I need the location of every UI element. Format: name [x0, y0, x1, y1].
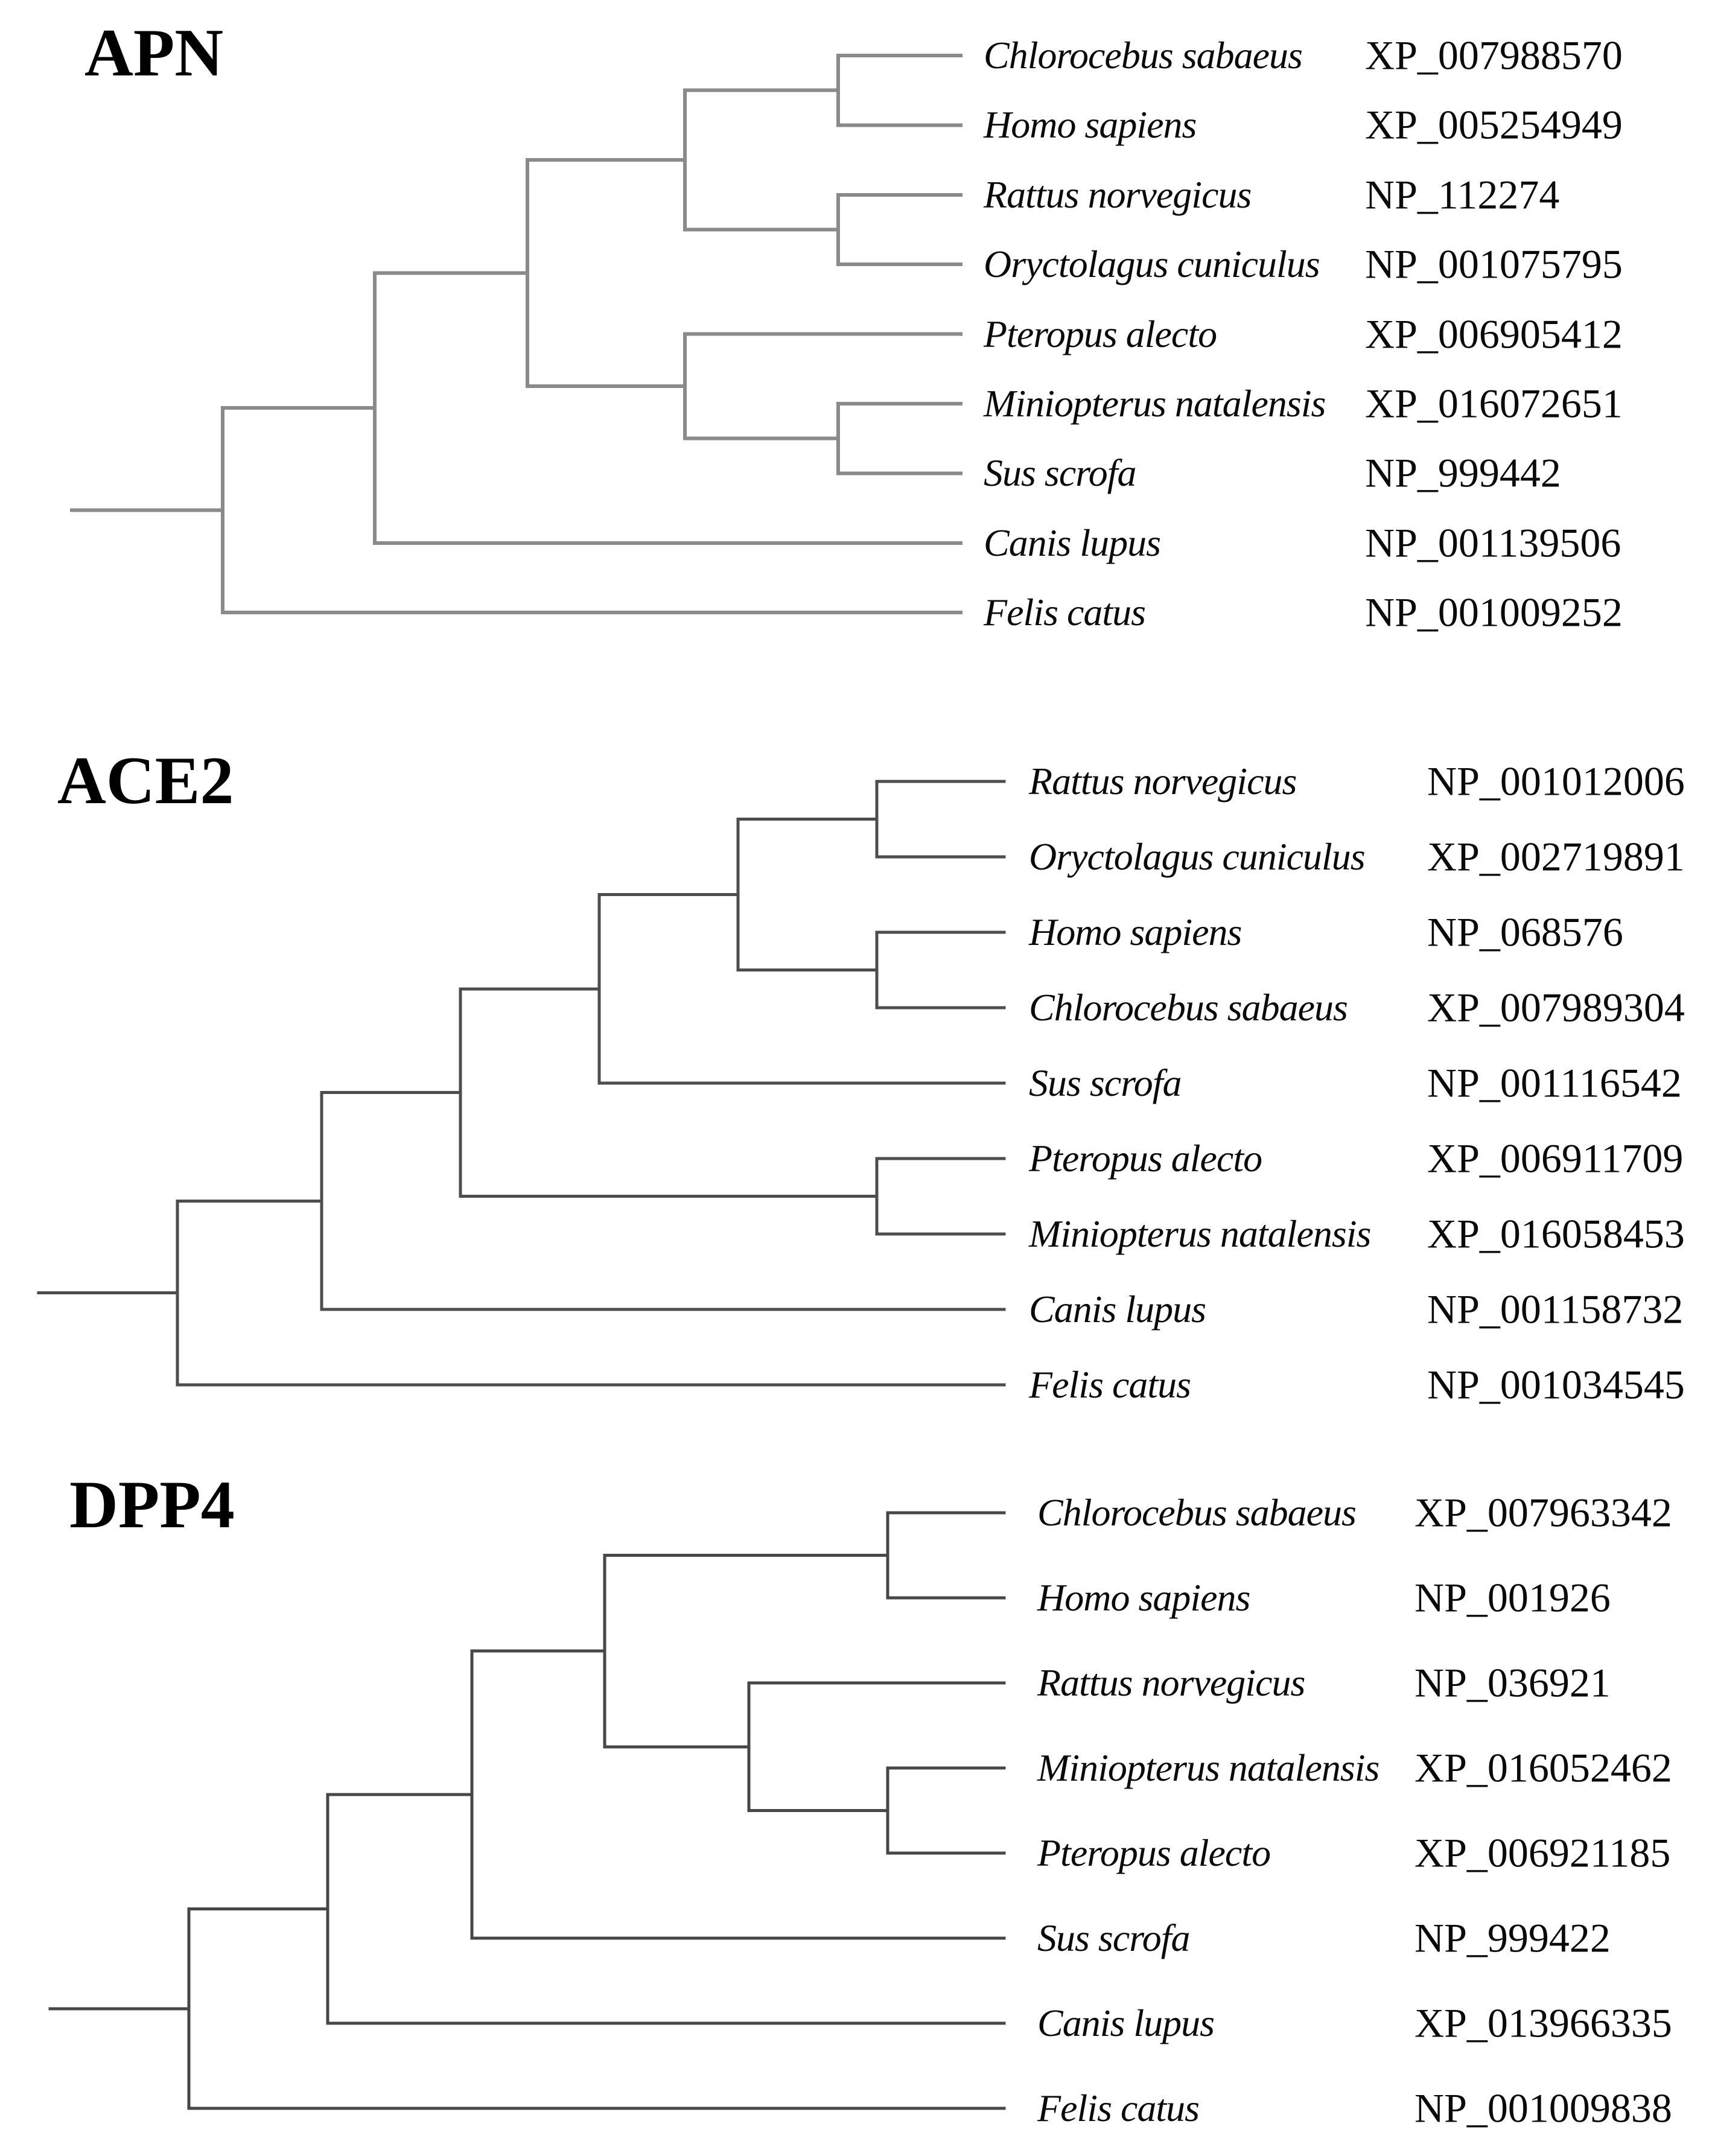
species-label-dpp4: Canis lupus [1037, 2002, 1215, 2044]
species-label-ace2: Canis lupus [1029, 1288, 1206, 1331]
accession-label-ace2: XP_007989304 [1427, 984, 1685, 1031]
species-label-apn: Rattus norvegicus [984, 173, 1252, 216]
accession-label-ace2: XP_002719891 [1427, 833, 1685, 880]
species-label-dpp4: Sus scrofa [1037, 1916, 1191, 1959]
accession-label-ace2: NP_001158732 [1427, 1286, 1684, 1332]
accession-label-apn: NP_112274 [1365, 171, 1560, 218]
species-label-ace2: Sus scrofa [1029, 1061, 1182, 1104]
accession-label-ace2: NP_001034545 [1427, 1361, 1685, 1408]
accession-label-apn: XP_007988570 [1365, 32, 1623, 78]
accession-label-ace2: XP_006911709 [1427, 1135, 1684, 1181]
species-label-apn: Sus scrofa [984, 451, 1137, 495]
species-label-ace2: Homo sapiens [1029, 911, 1242, 953]
species-label-ace2: Pteropus alecto [1029, 1137, 1262, 1180]
gene-title-ace2: ACE2 [57, 743, 234, 818]
species-label-ace2: Rattus norvegicus [1029, 760, 1297, 803]
species-label-apn: Homo sapiens [984, 103, 1197, 147]
accession-label-dpp4: XP_006921185 [1414, 1830, 1671, 1876]
ace2-tree-branches [37, 780, 1006, 1387]
species-label-dpp4: Rattus norvegicus [1037, 1661, 1305, 1704]
accession-label-ace2: NP_068576 [1427, 909, 1623, 955]
gene-title-dpp4: DPP4 [69, 1468, 235, 1542]
species-label-dpp4: Homo sapiens [1037, 1576, 1250, 1619]
species-label-apn: Miniopterus natalensis [984, 382, 1326, 425]
species-label-apn: Chlorocebus sabaeus [984, 34, 1303, 77]
accession-label-apn: XP_005254949 [1365, 101, 1623, 148]
accession-label-apn: XP_006905412 [1365, 311, 1623, 357]
accession-label-dpp4: XP_016052462 [1414, 1744, 1672, 1791]
accession-label-apn: XP_016072651 [1365, 380, 1623, 427]
species-label-apn: Felis catus [984, 591, 1146, 634]
accession-label-apn: NP_999442 [1365, 450, 1561, 496]
accession-label-dpp4: XP_013966335 [1414, 2000, 1672, 2046]
species-label-apn: Pteropus alecto [984, 312, 1217, 355]
accession-label-apn: NP_001009252 [1365, 589, 1623, 635]
species-label-ace2: Chlorocebus sabaeus [1029, 986, 1348, 1029]
species-label-ace2: Felis catus [1029, 1363, 1191, 1406]
accession-label-dpp4: NP_001926 [1414, 1574, 1611, 1621]
accession-label-ace2: NP_001116542 [1427, 1060, 1682, 1106]
species-label-dpp4: Felis catus [1037, 2087, 1200, 2129]
gene-title-apn: APN [84, 16, 224, 91]
accession-label-dpp4: NP_999422 [1414, 1915, 1611, 1961]
species-label-ace2: Miniopterus natalensis [1029, 1212, 1371, 1255]
accession-label-dpp4: NP_001009838 [1414, 2085, 1672, 2131]
accession-label-dpp4: NP_036921 [1414, 1659, 1611, 1706]
species-label-ace2: Oryctolagus cuniculus [1029, 835, 1366, 878]
species-label-dpp4: Pteropus alecto [1037, 1831, 1271, 1874]
dpp4-tree-branches [48, 1511, 1006, 2110]
accession-label-ace2: XP_016058453 [1427, 1210, 1685, 1257]
accession-label-dpp4: XP_007963342 [1414, 1489, 1672, 1536]
species-label-dpp4: Miniopterus natalensis [1037, 1746, 1379, 1789]
species-label-dpp4: Chlorocebus sabaeus [1037, 1491, 1357, 1534]
species-label-apn: Canis lupus [984, 521, 1161, 564]
apn-tree-branches [70, 54, 962, 615]
accession-label-ace2: NP_001012006 [1427, 758, 1685, 804]
accession-label-apn: NP_001075795 [1365, 241, 1623, 287]
species-label-apn: Oryctolagus cuniculus [984, 243, 1320, 286]
accession-label-apn: NP_001139506 [1365, 520, 1621, 566]
